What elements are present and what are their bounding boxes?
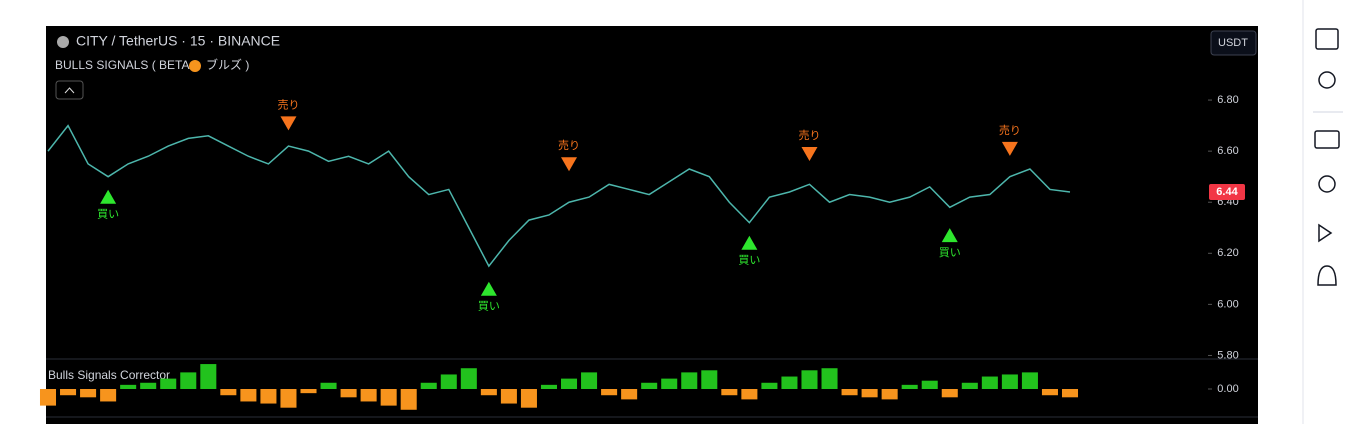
osc-bar [1021, 372, 1038, 389]
sell-label: 売り [558, 139, 580, 152]
osc-tick-label: 0.00 [1217, 383, 1238, 395]
osc-bar [881, 389, 898, 400]
buy-signal [941, 228, 958, 243]
osc-bar [420, 382, 437, 389]
y-tick-label: 6.80 [1217, 94, 1238, 106]
stream-icon[interactable] [1318, 175, 1336, 193]
indicator-title: BULLS SIGNALS ( BETA [55, 58, 190, 72]
osc-bar [561, 378, 578, 389]
currency-label: USDT [1218, 37, 1248, 49]
osc-bar [1041, 389, 1058, 396]
osc-bar [320, 382, 337, 389]
osc-bar [641, 382, 658, 389]
buy-label: 買い [939, 246, 961, 259]
last-price-label: 6.44 [1216, 186, 1238, 198]
buy-signal [480, 281, 497, 296]
sell-label: 売り [277, 98, 299, 111]
buy-label: 買い [97, 208, 119, 221]
osc-bar [821, 368, 838, 389]
buy-signal [100, 189, 117, 204]
osc-bar [540, 384, 557, 389]
play-icon[interactable] [1318, 223, 1333, 243]
y-tick-label: 6.20 [1217, 247, 1238, 259]
sell-signal [801, 147, 818, 162]
osc-bar [460, 368, 477, 389]
osc-bar [721, 389, 738, 396]
symbol-title: CITY / TetherUS · 15 · BINANCE [76, 33, 280, 49]
osc-bar [801, 370, 818, 389]
osc-bar [520, 389, 537, 408]
sell-signal [280, 116, 297, 131]
toolbar [1313, 28, 1343, 286]
osc-bar [961, 382, 978, 389]
osc-bar [701, 370, 718, 389]
osc-bar [601, 389, 618, 396]
alert-icon[interactable] [1317, 265, 1337, 286]
buy-signal [741, 235, 758, 250]
osc-bar [160, 378, 177, 389]
ideas-icon[interactable] [1318, 71, 1336, 89]
osc-bar [240, 389, 257, 402]
chat-icon[interactable] [1314, 130, 1340, 149]
sell-label: 売り [798, 129, 820, 142]
osc-bar [260, 389, 277, 404]
osc-bar [941, 389, 958, 398]
osc-bar [200, 364, 217, 389]
symbol-icon [57, 36, 69, 48]
osc-bar [581, 372, 598, 389]
sell-signal [561, 157, 578, 172]
osc-bar [100, 389, 117, 402]
osc-bar [741, 389, 758, 400]
osc-bar [140, 382, 157, 389]
y-tick-label: 6.60 [1217, 145, 1238, 157]
collapse-button[interactable] [55, 80, 84, 100]
osc-bar [901, 384, 918, 389]
osc-bar [621, 389, 638, 400]
osc-bar [39, 389, 57, 406]
buy-label: 買い [478, 300, 500, 313]
chart-background [46, 26, 1258, 424]
osc-bar [480, 389, 497, 396]
osc-bar [921, 380, 938, 389]
sell-label: 売り [999, 124, 1021, 137]
buy-label: 買い [738, 254, 760, 267]
osc-bar [761, 382, 778, 389]
osc-bar [380, 389, 397, 406]
osc-bar [861, 389, 878, 398]
osc-bar [681, 372, 698, 389]
osc-bar [220, 389, 237, 396]
y-tick-label: 5.80 [1217, 349, 1238, 361]
osc-bar [120, 384, 137, 389]
osc-bar [400, 389, 417, 410]
collapse-icon [64, 87, 75, 94]
osc-bar [180, 372, 197, 389]
currency-button[interactable] [1210, 30, 1257, 56]
last-price-box [1209, 184, 1245, 200]
osc-bar [440, 374, 457, 389]
osc-bar [981, 376, 998, 389]
calendar-icon[interactable] [1315, 28, 1339, 50]
osc-bar [1061, 389, 1079, 398]
osc-bar [360, 389, 377, 402]
osc-bar [1001, 374, 1018, 389]
osc-bar [781, 376, 798, 389]
osc-bar [300, 389, 317, 394]
osc-bar [841, 389, 858, 396]
indicator-icon [189, 60, 201, 72]
osc-bar [500, 389, 517, 404]
oscillator-title: Bulls Signals Corrector [48, 368, 170, 382]
sell-signal [1001, 141, 1018, 156]
price-line [47, 124, 1071, 268]
osc-bar [340, 389, 357, 398]
osc-bar [280, 389, 297, 408]
y-tick-label: 6.00 [1217, 298, 1238, 310]
indicator-suffix: ブルズ ) [206, 57, 249, 72]
osc-bar [661, 378, 678, 389]
osc-bar [60, 389, 77, 396]
osc-bar [80, 389, 97, 398]
